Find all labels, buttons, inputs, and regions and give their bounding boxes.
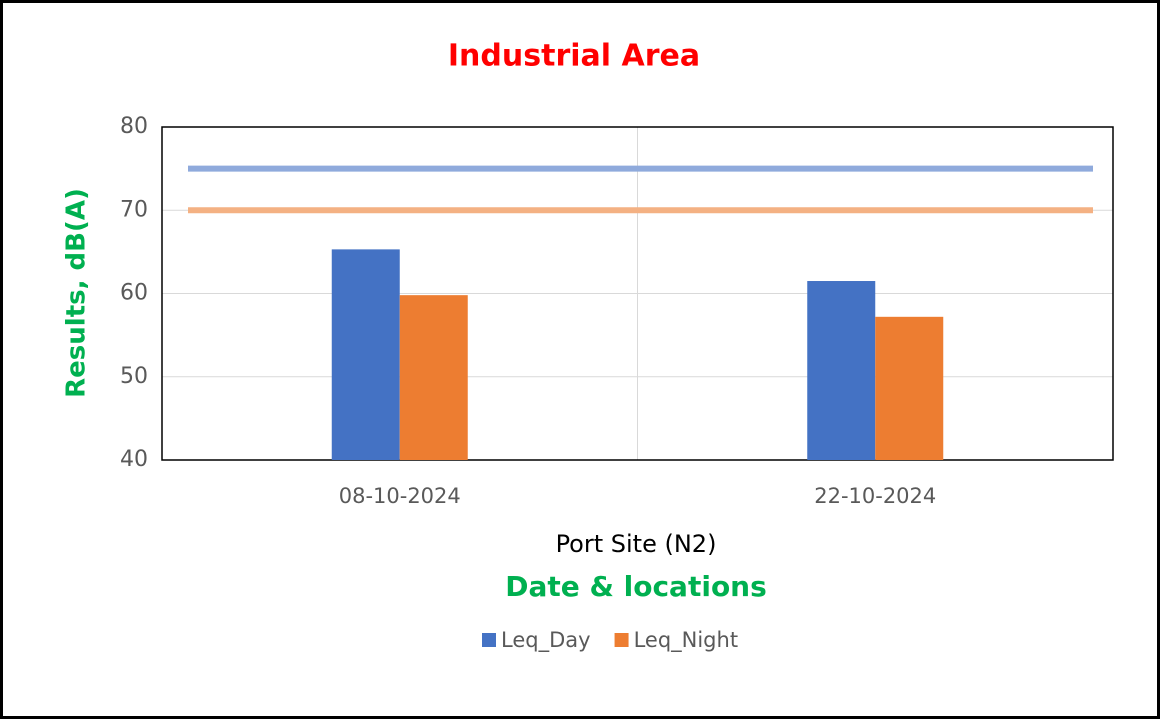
x-tick-label: 22-10-2024	[814, 484, 936, 508]
y-tick-label: 80	[120, 114, 148, 139]
y-axis-label: Results, dB(A)	[62, 188, 92, 398]
y-tick-label: 50	[120, 364, 148, 389]
legend-label: Leq_Night	[634, 628, 739, 653]
x-tick-label: 08-10-2024	[339, 484, 461, 508]
x-subtitle: Port Site (N2)	[556, 530, 717, 558]
legend-swatch	[614, 633, 629, 647]
legend-swatch	[482, 633, 496, 647]
x-axis-label: Date & locations	[505, 570, 767, 603]
chart-title: Industrial Area	[448, 39, 700, 74]
y-tick-label: 40	[120, 447, 148, 472]
plot-frame	[161, 126, 1114, 461]
bar	[399, 295, 468, 460]
y-tick-label: 70	[120, 197, 148, 222]
y-tick-label: 60	[120, 281, 148, 306]
bar	[875, 316, 944, 460]
bar	[807, 281, 876, 460]
legend-label: Leq_Day	[501, 628, 591, 653]
bar	[331, 249, 400, 460]
